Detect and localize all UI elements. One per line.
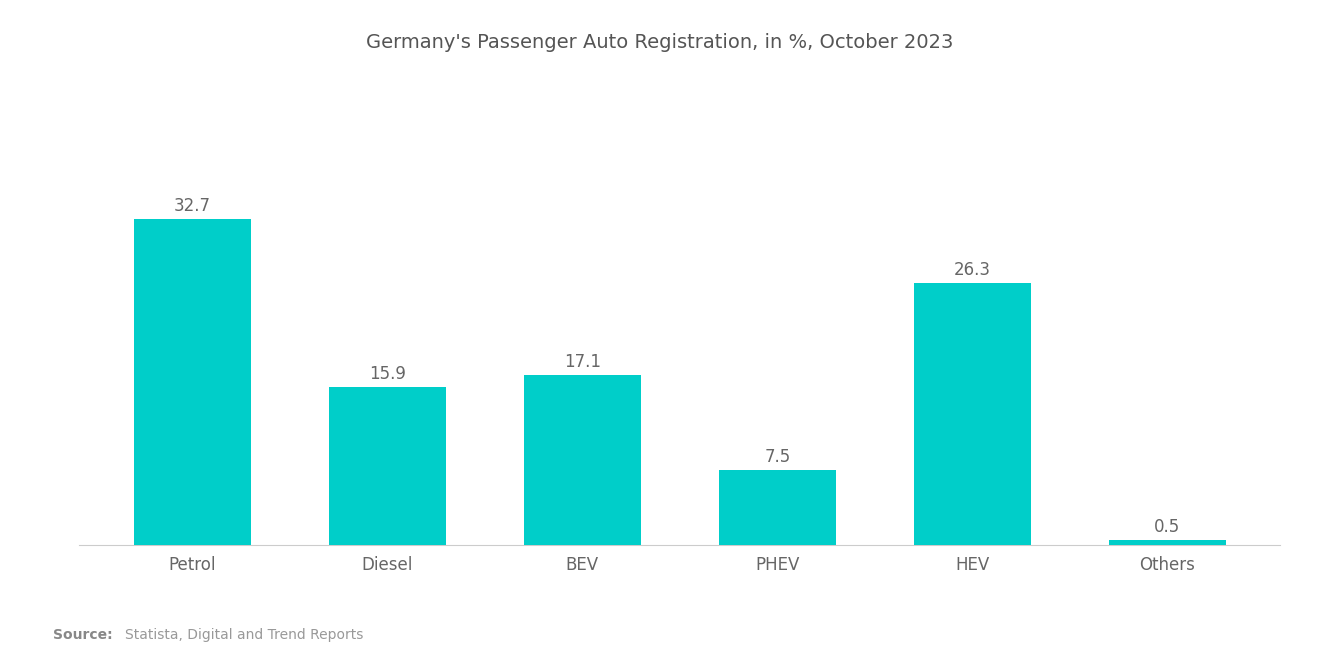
Text: 17.1: 17.1 bbox=[564, 352, 601, 370]
Text: Statista, Digital and Trend Reports: Statista, Digital and Trend Reports bbox=[125, 628, 364, 642]
Text: Germany's Passenger Auto Registration, in %, October 2023: Germany's Passenger Auto Registration, i… bbox=[367, 33, 953, 53]
Bar bbox=[524, 374, 640, 545]
Bar bbox=[133, 219, 251, 545]
Bar bbox=[329, 386, 446, 545]
Text: Source:: Source: bbox=[53, 628, 112, 642]
Text: 26.3: 26.3 bbox=[954, 261, 991, 279]
Bar bbox=[1109, 540, 1226, 545]
Text: 32.7: 32.7 bbox=[174, 197, 211, 215]
Text: 15.9: 15.9 bbox=[368, 364, 405, 382]
Bar bbox=[719, 471, 836, 545]
Text: 0.5: 0.5 bbox=[1154, 518, 1180, 536]
Bar bbox=[913, 283, 1031, 545]
Text: 7.5: 7.5 bbox=[764, 448, 791, 467]
